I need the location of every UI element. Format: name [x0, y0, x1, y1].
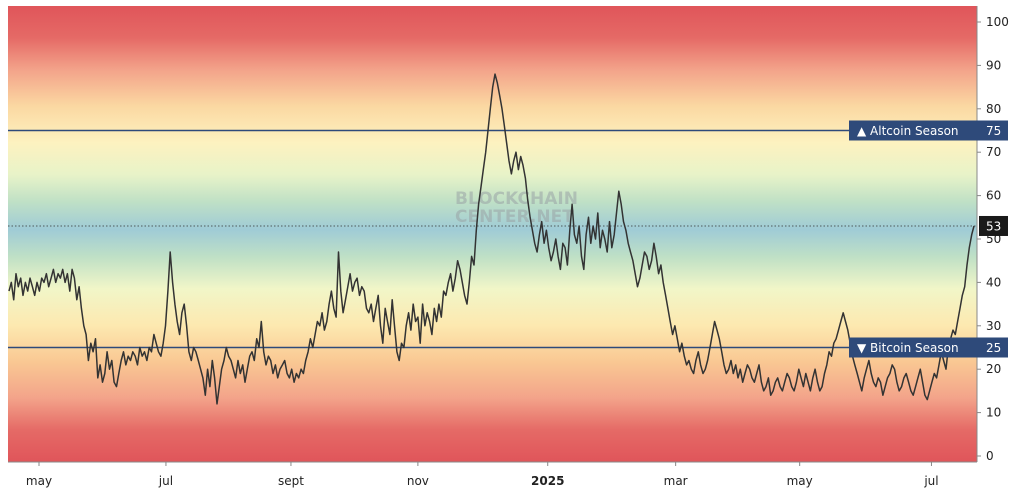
y-tick-label: 20 [986, 362, 1001, 376]
x-tick-label: jul [158, 474, 173, 488]
x-tick-label: may [787, 474, 813, 488]
y-tick-label: 70 [986, 145, 1001, 159]
watermark-line-1: BLOCKCHAIN [455, 189, 578, 209]
reference-badge-value: 25 [986, 341, 1001, 355]
watermark-line-2: CENTER.NET [455, 207, 574, 227]
reference-lines [8, 129, 977, 349]
plot-background [8, 6, 977, 462]
reference-badge-25: ▼ Bitcoin Season 25 [849, 337, 1008, 358]
current-value-badge-label: 53 [986, 219, 1001, 233]
y-tick-label: 80 [986, 102, 1001, 116]
x-tick-label: nov [407, 474, 429, 488]
y-tick-label: 60 [986, 189, 1001, 203]
reference-badge-label: ▼ Bitcoin Season [857, 341, 959, 355]
current-value-badge: 53 [979, 215, 1008, 236]
series-line [8, 73, 975, 405]
reference-badge-bg [849, 120, 1008, 141]
x-tick-label: jul [923, 474, 938, 488]
x-axis: may jul sept nov 2025 mar may jul [26, 462, 939, 488]
y-tick-label: 10 [986, 406, 1001, 420]
x-tick-label: sept [278, 474, 304, 488]
y-tick-label: 100 [986, 15, 1009, 29]
y-tick-label: 40 [986, 275, 1001, 289]
x-tick-label: 2025 [531, 474, 564, 488]
x-tick-label: mar [664, 474, 688, 488]
reference-badge-value: 75 [986, 124, 1001, 138]
x-tick-label: may [26, 474, 52, 488]
reference-badge-75: ▲ Altcoin Season 75 [849, 120, 1008, 141]
reference-badge-bg [849, 337, 1008, 358]
y-tick-label: 30 [986, 319, 1001, 333]
value-badges: ▲ Altcoin Season 75 ▼ Bitcoin Season 25 53 [849, 120, 1008, 358]
y-tick-label: 0 [986, 449, 994, 463]
watermark-logo: BLOCKCHAIN CENTER.NET [455, 189, 578, 227]
reference-badge-label: ▲ Altcoin Season [857, 124, 959, 138]
y-tick-label: 90 [986, 58, 1001, 72]
current-value-badge-bg [979, 215, 1008, 236]
